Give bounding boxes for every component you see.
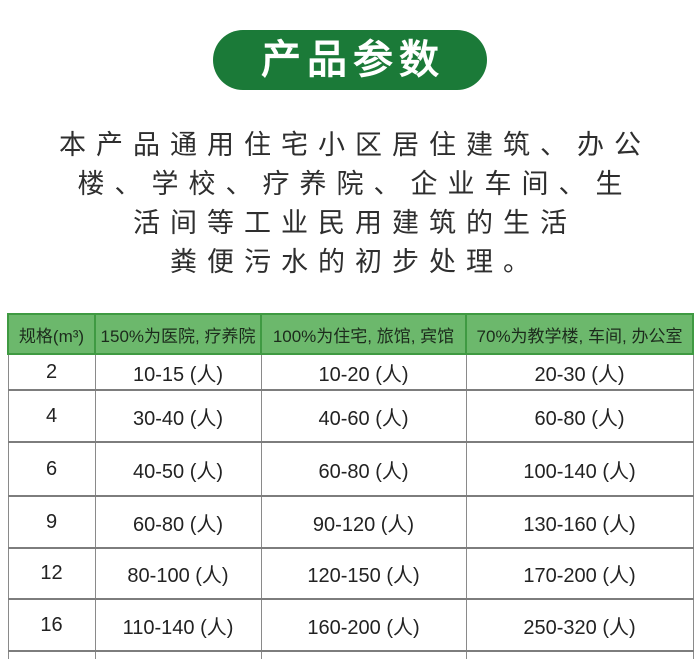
cell-value: 40-50 (人) [94,442,262,497]
cell-value: 30-40 (人) [94,390,262,443]
cell-value: 170-200 (人) [465,548,694,600]
cell-spec: 16 [7,599,96,652]
table-header-row: 规格(m³) 150%为医院, 疗养院 100%为住宅, 旅馆, 宾馆 70%为… [7,313,694,355]
cell-spec: 9 [7,496,96,549]
table-row: 9 60-80 (人) 90-120 (人) 130-160 (人) [7,496,694,549]
cell-value: 250-320 (人) [465,599,694,652]
cell-empty [7,651,96,659]
product-description: 本产品通用住宅小区居住建筑、办公 楼、学校、疗养院、企业车间、生 活间等工业民用… [0,126,700,282]
cell-value: 120-150 (人) [260,548,467,600]
description-line-1: 本产品通用住宅小区居住建筑、办公 [59,130,651,160]
description-line-2: 楼、学校、疗养院、企业车间、生 [77,169,633,199]
spec-table: 规格(m³) 150%为医院, 疗养院 100%为住宅, 旅馆, 宾馆 70%为… [7,313,694,659]
header-residence: 100%为住宅, 旅馆, 宾馆 [260,313,467,355]
cell-value: 110-140 (人) [94,599,262,652]
header-hospital: 150%为医院, 疗养院 [94,313,262,355]
cell-value: 80-100 (人) [94,548,262,600]
cell-empty [260,651,467,659]
section-title-banner: 产品参数 [213,30,487,90]
cell-value: 160-200 (人) [260,599,467,652]
cell-spec: 4 [7,390,96,443]
cell-value: 60-80 (人) [260,442,467,497]
cell-spec: 12 [7,548,96,600]
banner-container: 产品参数 [0,0,700,90]
cell-spec: 6 [7,442,96,497]
header-school-office: 70%为教学楼, 车间, 办公室 [465,313,694,355]
cell-value: 100-140 (人) [465,442,694,497]
header-spec-volume: 规格(m³) [7,313,96,355]
table-row: 4 30-40 (人) 40-60 (人) 60-80 (人) [7,390,694,443]
section-title: 产品参数 [261,38,445,82]
table-row: 2 10-15 (人) 10-20 (人) 20-30 (人) [7,354,694,391]
description-line-4: 粪便污水的初步处理。 [170,247,540,277]
table-row: 16 110-140 (人) 160-200 (人) 250-320 (人) [7,599,694,652]
cell-value: 60-80 (人) [465,390,694,443]
cell-empty [94,651,262,659]
cell-value: 40-60 (人) [260,390,467,443]
cell-value: 90-120 (人) [260,496,467,549]
table-row-partial [7,651,694,659]
cell-value: 20-30 (人) [465,354,694,391]
cell-spec: 2 [7,354,96,391]
table-row: 6 40-50 (人) 60-80 (人) 100-140 (人) [7,442,694,497]
table-row: 12 80-100 (人) 120-150 (人) 170-200 (人) [7,548,694,600]
cell-empty [465,651,694,659]
cell-value: 60-80 (人) [94,496,262,549]
cell-value: 130-160 (人) [465,496,694,549]
cell-value: 10-15 (人) [94,354,262,391]
description-line-3: 活间等工业民用建筑的生活 [133,208,577,238]
cell-value: 10-20 (人) [260,354,467,391]
